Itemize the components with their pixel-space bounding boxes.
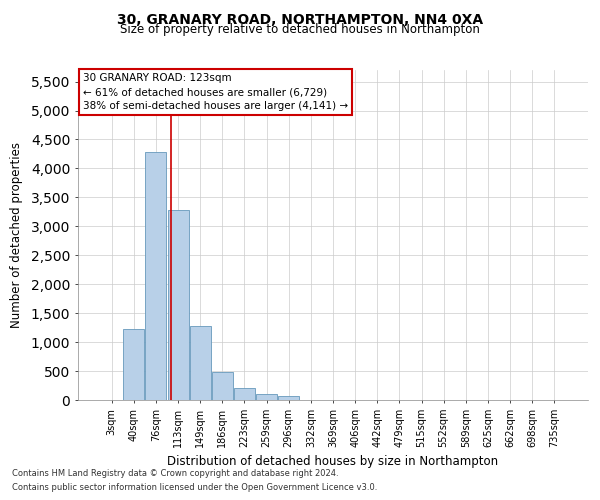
Text: Contains public sector information licensed under the Open Government Licence v3: Contains public sector information licen… <box>12 484 377 492</box>
X-axis label: Distribution of detached houses by size in Northampton: Distribution of detached houses by size … <box>167 456 499 468</box>
Y-axis label: Number of detached properties: Number of detached properties <box>10 142 23 328</box>
Bar <box>278 396 299 400</box>
Text: Size of property relative to detached houses in Northampton: Size of property relative to detached ho… <box>120 22 480 36</box>
Bar <box>167 210 188 400</box>
Text: 30, GRANARY ROAD, NORTHAMPTON, NN4 0XA: 30, GRANARY ROAD, NORTHAMPTON, NN4 0XA <box>117 12 483 26</box>
Text: Contains HM Land Registry data © Crown copyright and database right 2024.: Contains HM Land Registry data © Crown c… <box>12 468 338 477</box>
Bar <box>212 372 233 400</box>
Bar <box>190 326 211 400</box>
Text: 30 GRANARY ROAD: 123sqm
← 61% of detached houses are smaller (6,729)
38% of semi: 30 GRANARY ROAD: 123sqm ← 61% of detache… <box>83 74 348 112</box>
Bar <box>124 329 145 400</box>
Bar <box>145 152 166 400</box>
Bar <box>234 388 255 400</box>
Bar <box>256 394 277 400</box>
